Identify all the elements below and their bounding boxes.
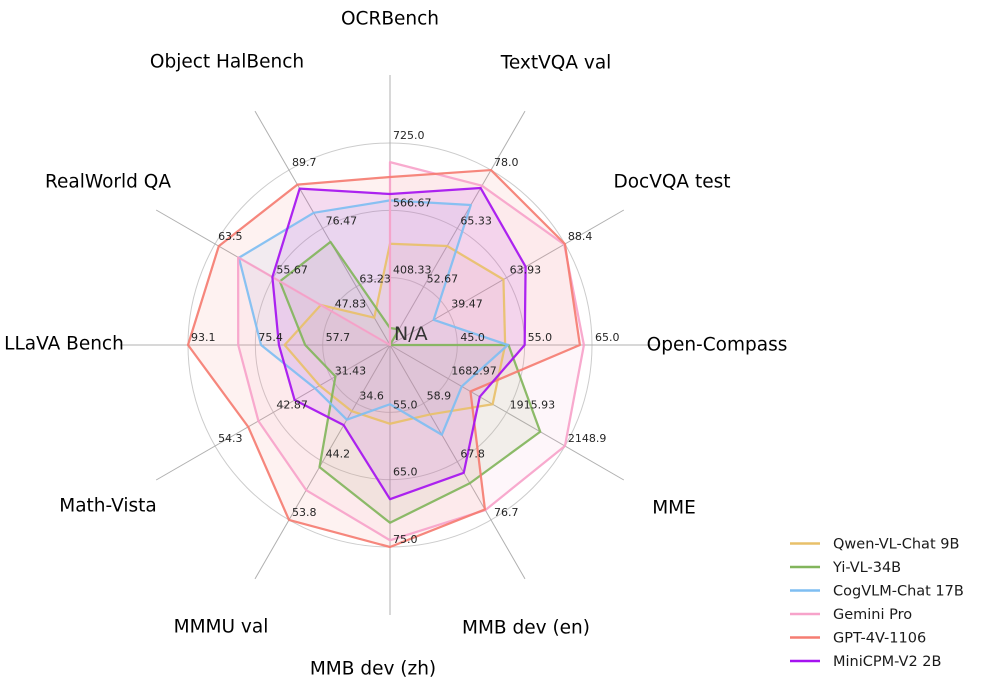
axis-label-realworld-qa: RealWorld QA [45, 172, 171, 193]
legend-label-yi-vl-34b: Yi-VL-34B [832, 560, 901, 576]
tick-label-llava-bench-0: 57.7 [326, 331, 351, 344]
tick-label-object-halbench-1: 76.47 [326, 214, 358, 227]
axis-label-mmmu-val: MMMU val [174, 617, 269, 638]
tick-label-mmb-dev-zh-1: 65.0 [393, 466, 418, 479]
legend-item-cogvlm-chat-17b: CogVLM-Chat 17B [790, 584, 964, 600]
tick-label-mmmu-val-0: 34.6 [359, 389, 384, 402]
tick-label-open-compass-2: 65.0 [595, 331, 620, 344]
tick-label-mmmu-val-1: 44.2 [326, 448, 351, 461]
axis-label-math-vista: Math-Vista [59, 496, 157, 517]
series-fill-gemini-pro [238, 162, 584, 541]
axis-spoke-mmb-dev-en [389, 344, 526, 580]
tick-label-object-halbench-0: 63.23 [359, 273, 391, 286]
axis-spoke-mme [389, 344, 625, 481]
axis-label-mmb-dev-zh: MMB dev (zh) [310, 659, 436, 680]
tick-label-mme-0: 1682.97 [451, 365, 497, 378]
center-na-label: N/A [394, 323, 428, 345]
tick-label-textvqa-val-2: 78.0 [494, 156, 519, 169]
tick-label-textvqa-val-1: 65.33 [460, 214, 492, 227]
legend-label-qwen-vl-chat-9b: Qwen-VL-Chat 9B [833, 537, 959, 553]
tick-label-llava-bench-2: 93.1 [191, 331, 216, 344]
legend-item-yi-vl-34b: Yi-VL-34B [790, 560, 901, 576]
tick-label-open-compass-0: 45.0 [460, 331, 485, 344]
tick-label-realworld-qa-2: 63.5 [218, 230, 243, 243]
tick-label-docvqa-test-0: 39.47 [451, 297, 483, 310]
tick-label-ocrbench-2: 725.0 [393, 129, 425, 142]
legend-label-minicpm-v2-2b: MiniCPM-V2 2B [833, 654, 941, 670]
tick-label-mmb-dev-zh-0: 55.0 [393, 398, 418, 411]
axis-spoke-math-vista [155, 344, 391, 481]
legend-label-gemini-pro: Gemini Pro [833, 607, 912, 623]
tick-label-realworld-qa-1: 55.67 [276, 264, 308, 277]
series-fill-qwen-vl-chat-9b [284, 243, 506, 424]
tick-label-realworld-qa-0: 47.83 [335, 297, 367, 310]
tick-label-mmb-dev-en-1: 67.8 [460, 448, 485, 461]
tick-label-docvqa-test-2: 88.4 [568, 230, 593, 243]
tick-label-math-vista-0: 31.43 [335, 365, 367, 378]
axis-label-textvqa-val: TextVQA val [500, 53, 612, 74]
tick-label-textvqa-val-0: 52.67 [427, 273, 459, 286]
tick-label-open-compass-1: 55.0 [528, 331, 553, 344]
axis-spoke-docvqa-test [389, 209, 625, 346]
tick-label-ocrbench-0: 408.33 [393, 264, 432, 277]
tick-label-mmmu-val-2: 53.8 [292, 506, 317, 519]
tick-label-math-vista-2: 54.3 [218, 432, 243, 445]
axis-label-mme: MME [652, 498, 696, 519]
legend-item-qwen-vl-chat-9b: Qwen-VL-Chat 9B [790, 537, 959, 553]
axis-spoke-mmmu-val [254, 344, 391, 580]
axis-label-object-halbench: Object HalBench [150, 52, 304, 73]
legend-item-gpt-4v-1106: GPT-4V-1106 [790, 631, 926, 647]
series-outline-minicpm-v2-2b [271, 186, 527, 501]
tick-label-mme-1: 1915.93 [510, 398, 556, 411]
series-fill-yi-vl-34b [279, 241, 541, 523]
series-fill-minicpm-v2-2b [272, 188, 526, 500]
legend-label-gpt-4v-1106: GPT-4V-1106 [833, 631, 926, 647]
tick-label-llava-bench-1: 75.4 [258, 331, 283, 344]
tick-label-docvqa-test-1: 63.93 [510, 264, 542, 277]
tick-label-mmb-dev-en-2: 76.7 [494, 506, 519, 519]
legend-item-minicpm-v2-2b: MiniCPM-V2 2B [790, 654, 941, 670]
axis-label-ocrbench: OCRBench [341, 9, 439, 30]
tick-label-math-vista-1: 42.87 [276, 398, 308, 411]
axis-label-mmb-dev-en: MMB dev (en) [462, 618, 590, 639]
tick-label-object-halbench-2: 89.7 [292, 156, 317, 169]
series-outline-gpt-4v-1106 [186, 168, 582, 549]
tick-label-mmb-dev-en-0: 58.9 [427, 389, 452, 402]
tick-label-mme-2: 2148.9 [568, 432, 607, 445]
tick-label-ocrbench-1: 566.67 [393, 196, 432, 209]
axis-label-llava-bench: LLaVA Bench [4, 334, 124, 355]
axis-spoke-object-halbench [254, 110, 391, 346]
series-fill-gpt-4v-1106 [188, 170, 580, 547]
legend-item-gemini-pro: Gemini Pro [790, 607, 912, 623]
axis-label-open-compass: Open-Compass [647, 335, 788, 356]
legend-label-cogvlm-chat-17b: CogVLM-Chat 17B [833, 584, 964, 600]
tick-label-mmb-dev-zh-2: 75.0 [393, 533, 418, 546]
axis-spoke-textvqa-val [389, 110, 526, 346]
axis-label-docvqa-test: DocVQA test [613, 172, 730, 193]
